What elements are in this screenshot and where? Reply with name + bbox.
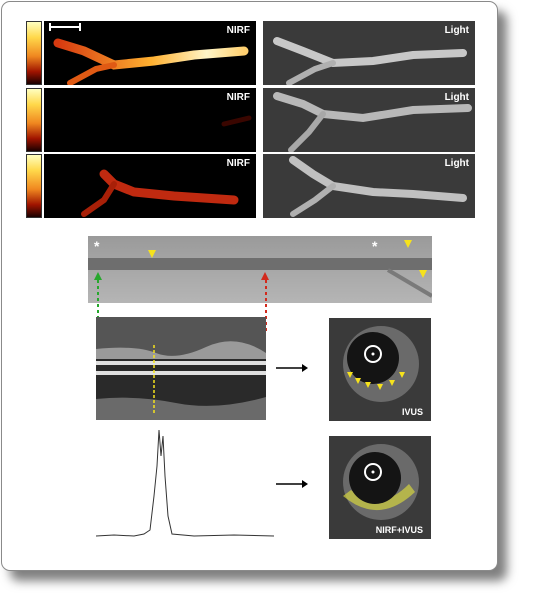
nirf-colorbar-2 — [26, 88, 42, 152]
nirf-signal-trace — [95, 429, 275, 537]
red-arrowhead — [261, 272, 269, 280]
nirf-panel-3: NIRF — [44, 154, 256, 218]
yellow-arrowhead — [148, 250, 156, 258]
light-label: Light — [444, 92, 469, 103]
ivus-image — [329, 318, 431, 421]
nirf-panel-2: NIRF — [44, 88, 256, 152]
angiogram-vessel — [88, 240, 432, 298]
light-panel-2: Light — [263, 88, 475, 152]
angiogram-strip: * * — [88, 236, 432, 303]
nirf-colorbar-1 — [26, 21, 42, 85]
nirf-panel-1: NIRF — [44, 21, 256, 85]
nirf-vessel-1 — [49, 23, 249, 85]
ivus-cross-section: IVUS — [329, 318, 431, 421]
nirf-overlay — [343, 484, 415, 511]
light-vessel-3 — [289, 156, 467, 217]
nirf-label: NIRF — [226, 158, 250, 169]
nirf-ivus-cross-section: NIRF+IVUS — [329, 436, 431, 539]
arrow-right-icon — [276, 480, 308, 488]
nirf-vessel-2 — [221, 115, 252, 127]
light-panel-1: Light — [263, 21, 475, 85]
arrow-right-icon — [276, 364, 308, 372]
nirf-signal-plot — [95, 429, 275, 537]
longitudinal-ivus-image — [96, 317, 266, 420]
light-vessel-1 — [273, 37, 467, 85]
asterisk-left: * — [94, 238, 100, 254]
nirf-label: NIRF — [226, 25, 250, 36]
figure-card: NIRF Light NIRF Light NIRF — [1, 1, 498, 571]
green-arrowhead — [94, 272, 102, 280]
longitudinal-ivus — [96, 317, 266, 420]
nirf-ivus-image — [329, 436, 431, 539]
light-panel-3: Light — [263, 154, 475, 218]
light-label: Light — [444, 158, 469, 169]
ivus-label: IVUS — [401, 407, 423, 417]
light-label: Light — [444, 25, 469, 36]
nirf-ivus-label: NIRF+IVUS — [375, 525, 423, 535]
nirf-colorbar-3 — [26, 154, 42, 218]
yellow-arrowhead — [404, 240, 412, 248]
nirf-label: NIRF — [226, 92, 250, 103]
yellow-arrowhead — [419, 270, 427, 278]
light-vessel-2 — [273, 92, 472, 152]
asterisk-right: * — [372, 238, 378, 254]
nirf-vessel-3 — [81, 169, 239, 217]
